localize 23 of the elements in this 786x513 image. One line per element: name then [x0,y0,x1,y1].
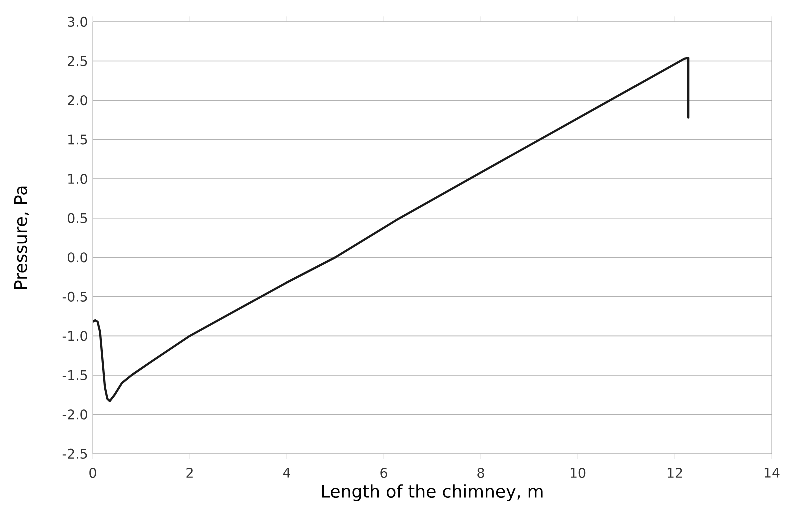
y-tick-label: 1.0 [68,174,88,184]
y-tick-label: 2.5 [68,56,88,66]
x-axis-title: Length of the chimney, m [322,484,543,502]
x-tick-label: 4 [283,468,290,478]
y-axis-title: Pressure, Pa [14,186,30,289]
y-tick-label: 0.0 [68,252,88,263]
x-tick-label: 12 [668,468,682,478]
y-tick-label: -1.0 [62,331,88,342]
x-tick-label: 0 [90,468,96,478]
y-tick-label: 2.0 [68,95,88,106]
y-tick-label: -2.0 [62,410,88,420]
y-tick-label: -1.5 [62,370,88,380]
x-tick-label: 14 [764,468,780,478]
y-tick-label: 0.5 [68,213,88,224]
x-tick-label: 6 [380,468,388,478]
y-tick-label: 1.5 [68,134,88,145]
x-tick-label: 8 [478,468,484,478]
line-series [93,57,690,402]
x-tick-label: 10 [570,468,586,478]
y-tick-label: -2.5 [62,448,88,460]
x-tick-label: 2 [186,468,193,478]
y-tick-label: 3.0 [68,16,88,28]
y-tick-label: -0.5 [62,292,88,302]
